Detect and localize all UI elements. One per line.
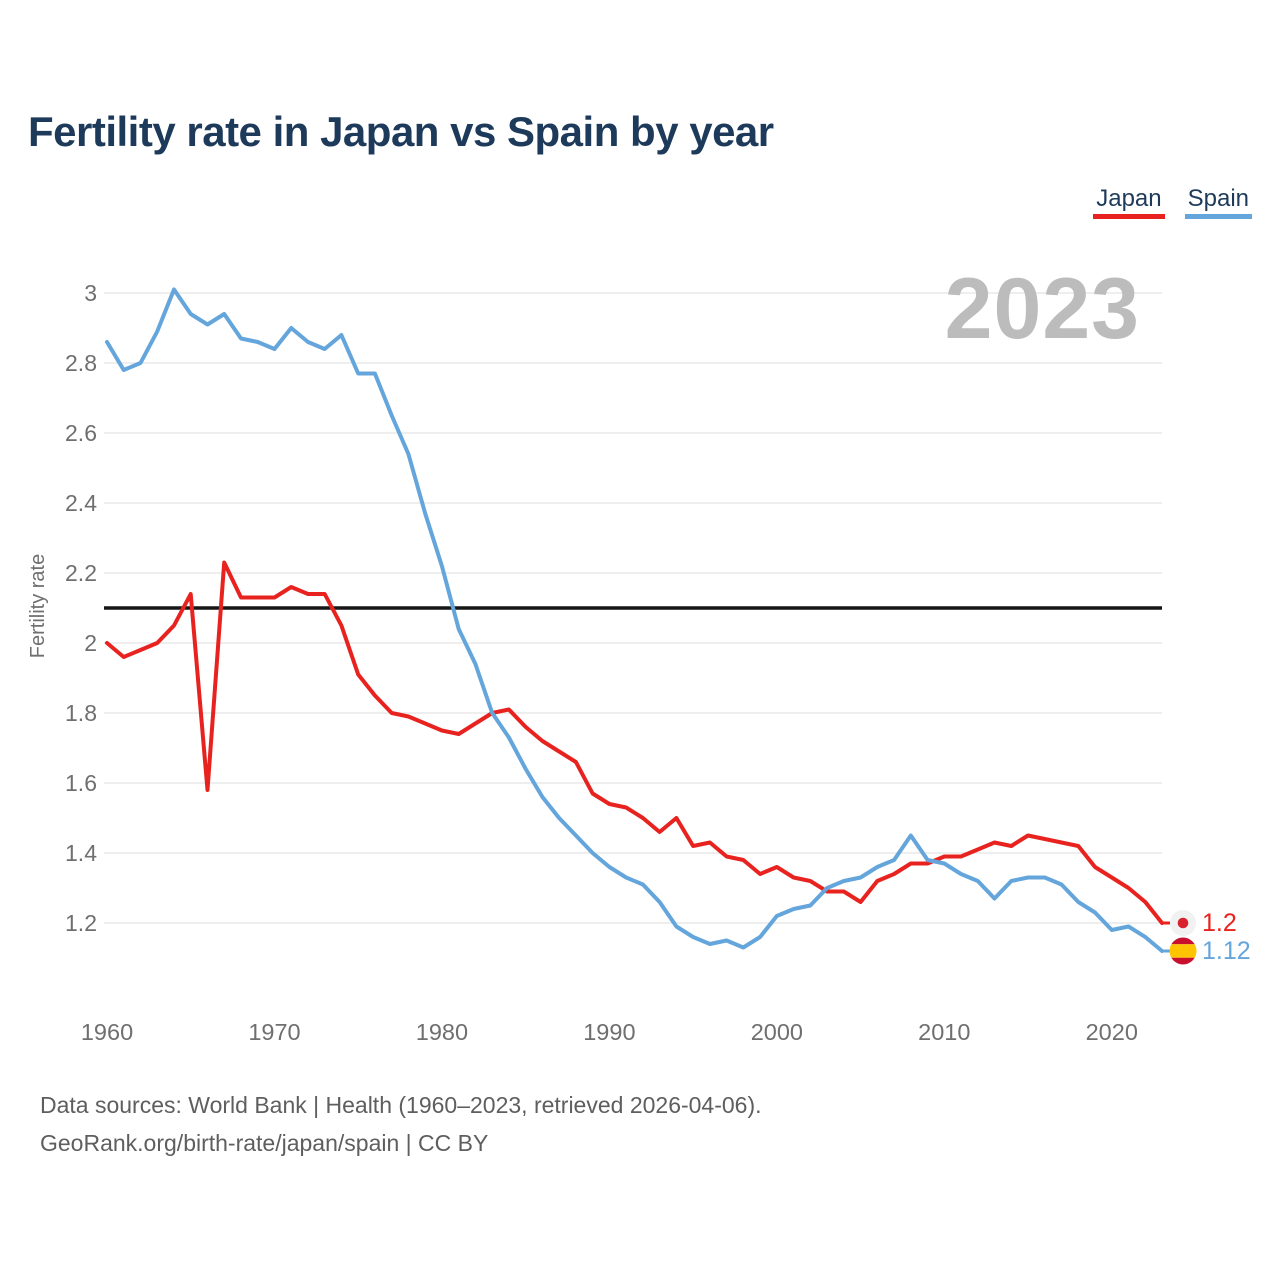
x-tick-label: 2010 (918, 1019, 970, 1045)
spain-end-value-label: 1.12 (1202, 937, 1251, 965)
y-tick-label: 2 (84, 630, 97, 656)
attribution-note: GeoRank.org/birth-rate/japan/spain | CC … (40, 1130, 489, 1156)
spain-flag-icon (1169, 937, 1197, 965)
y-tick-label: 2.2 (65, 560, 97, 586)
x-tick-label: 1960 (81, 1019, 133, 1045)
x-tick-label: 1990 (583, 1019, 635, 1045)
legend-label-spain: Spain (1187, 185, 1249, 212)
y-tick-label: 3 (84, 280, 97, 306)
legend: Japan Spain (1093, 186, 1252, 219)
x-tick-label: 1980 (416, 1019, 468, 1045)
legend-underline-spain (1184, 214, 1252, 219)
x-tick-label: 1970 (248, 1019, 300, 1045)
y-tick-label: 2.6 (65, 420, 97, 446)
y-tick-label: 1.6 (65, 770, 97, 796)
chart-footer: Data sources: World Bank | Health (1960–… (40, 1086, 762, 1162)
japan-flag-icon (1170, 910, 1196, 936)
x-tick-label: 2000 (751, 1019, 803, 1045)
data-source-note: Data sources: World Bank | Health (1960–… (40, 1092, 762, 1118)
japan-end-value-label: 1.2 (1202, 909, 1237, 937)
y-axis-label: Fertility rate (27, 554, 49, 658)
legend-underline-japan (1093, 214, 1165, 219)
legend-item-japan[interactable]: Japan (1093, 185, 1165, 219)
y-tick-label: 2.4 (65, 490, 97, 516)
page-title: Fertility rate in Japan vs Spain by year (28, 108, 774, 155)
spain-line[interactable] (105, 287, 1164, 953)
y-tick-label: 1.8 (65, 700, 97, 726)
y-tick-label: 2.8 (65, 350, 97, 376)
legend-item-spain[interactable]: Spain (1184, 185, 1252, 219)
x-tick-label: 2020 (1086, 1019, 1138, 1045)
year-watermark: 2023 (944, 261, 1140, 357)
y-tick-label: 1.2 (65, 910, 97, 936)
legend-label-japan: Japan (1096, 185, 1162, 212)
y-tick-label: 1.4 (65, 840, 97, 866)
japan-line[interactable] (105, 560, 1164, 925)
